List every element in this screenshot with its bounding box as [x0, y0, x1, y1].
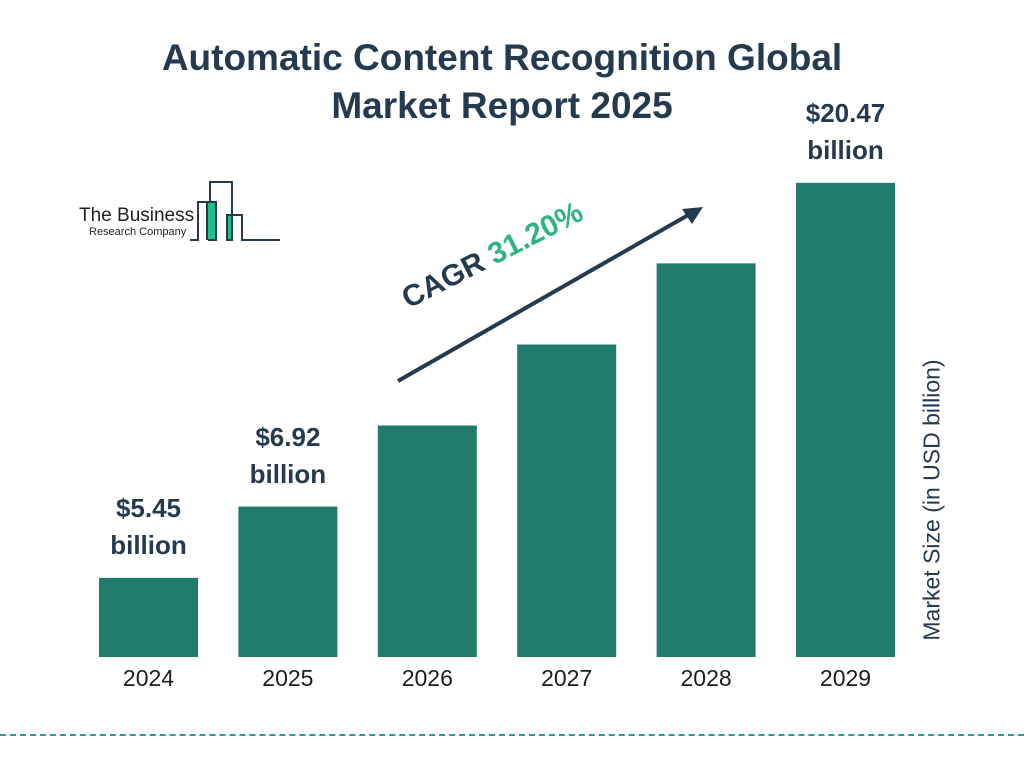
- bar-2029: [796, 182, 895, 657]
- data-label-line1: $5.45: [115, 492, 182, 523]
- x-tick-label: 2026: [401, 665, 453, 691]
- x-tick-label: 2029: [819, 665, 872, 691]
- data-label-line1: $6.92: [255, 421, 321, 452]
- data-label: $5.45 billion: [79, 490, 219, 564]
- data-label-line1: $20.47: [805, 97, 886, 128]
- x-tick-label: 2024: [122, 665, 175, 691]
- chart-title: Automatic Content Recognition Global Mar…: [0, 34, 1004, 130]
- cagr-arrow: [397, 212, 691, 383]
- x-tick-label: 2025: [262, 665, 314, 691]
- bar-2024: [99, 577, 198, 657]
- data-label-line2: billion: [807, 134, 884, 165]
- y-axis-label: Market Size (in USD billion): [918, 359, 945, 641]
- x-tick-label: 2027: [541, 665, 593, 691]
- logo-buildings-icon: [190, 181, 280, 241]
- footer-divider: [0, 734, 1024, 736]
- logo-text-2: Research Company: [89, 226, 187, 238]
- title-line-1: Automatic Content Recognition Global: [161, 37, 843, 78]
- bar-2028: [656, 263, 756, 657]
- data-label-line2: billion: [249, 458, 327, 489]
- data-label: $6.92 billion: [218, 419, 358, 493]
- data-label-line2: billion: [110, 529, 187, 560]
- bar-2027: [517, 344, 617, 657]
- data-label: $20.47 billion: [776, 95, 916, 169]
- cagr-arrow-head: [682, 207, 703, 224]
- bar-2025: [238, 506, 338, 657]
- x-tick-label: 2028: [680, 665, 732, 691]
- bar-2026: [377, 425, 477, 657]
- logo-text-1: The Business: [79, 205, 195, 226]
- title-line-2: Market Report 2025: [331, 85, 673, 126]
